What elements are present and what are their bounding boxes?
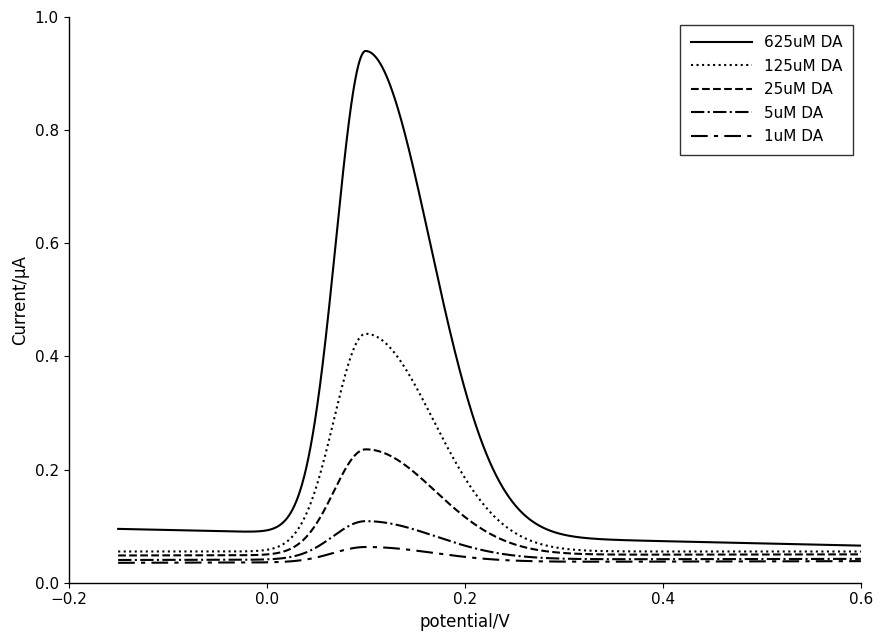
Legend: 625uM DA, 125uM DA, 25uM DA, 5uM DA, 1uM DA: 625uM DA, 125uM DA, 25uM DA, 5uM DA, 1uM… <box>680 25 853 155</box>
25uM DA <box>770 551 781 559</box>
25uM DA <box>361 446 371 453</box>
5uM DA <box>434 534 445 542</box>
25uM DA <box>199 551 210 559</box>
1uM DA <box>243 559 254 566</box>
Line: 1uM DA: 1uM DA <box>118 547 871 563</box>
125uM DA <box>361 330 371 338</box>
625uM DA <box>850 542 861 550</box>
25uM DA <box>865 550 876 558</box>
25uM DA <box>434 491 445 499</box>
25uM DA <box>401 463 412 471</box>
1uM DA <box>199 559 210 566</box>
Y-axis label: Current/μA: Current/μA <box>11 255 29 345</box>
5uM DA <box>361 517 371 525</box>
25uM DA <box>113 551 124 559</box>
125uM DA <box>850 548 861 555</box>
5uM DA <box>770 555 781 563</box>
125uM DA <box>243 548 254 555</box>
1uM DA <box>113 559 124 567</box>
625uM DA <box>865 542 876 550</box>
625uM DA <box>434 282 445 290</box>
625uM DA <box>113 525 124 533</box>
625uM DA <box>199 527 210 535</box>
125uM DA <box>199 548 210 555</box>
1uM DA <box>850 557 861 565</box>
625uM DA <box>361 47 371 55</box>
625uM DA <box>770 540 781 548</box>
625uM DA <box>401 138 412 146</box>
5uM DA <box>401 523 412 531</box>
5uM DA <box>850 555 861 563</box>
X-axis label: potential/V: potential/V <box>419 613 510 631</box>
5uM DA <box>865 555 876 562</box>
1uM DA <box>865 557 876 565</box>
Line: 5uM DA: 5uM DA <box>118 521 871 560</box>
125uM DA <box>434 428 445 436</box>
125uM DA <box>865 548 876 555</box>
125uM DA <box>770 548 781 555</box>
Line: 625uM DA: 625uM DA <box>118 51 871 546</box>
1uM DA <box>434 550 445 558</box>
1uM DA <box>361 543 371 551</box>
125uM DA <box>401 367 412 375</box>
5uM DA <box>243 556 254 564</box>
625uM DA <box>243 528 254 535</box>
25uM DA <box>850 550 861 558</box>
Line: 125uM DA: 125uM DA <box>118 334 871 551</box>
5uM DA <box>113 556 124 564</box>
1uM DA <box>401 546 412 553</box>
Line: 25uM DA: 25uM DA <box>118 449 871 555</box>
5uM DA <box>199 556 210 564</box>
25uM DA <box>243 551 254 559</box>
125uM DA <box>113 548 124 555</box>
1uM DA <box>770 557 781 565</box>
